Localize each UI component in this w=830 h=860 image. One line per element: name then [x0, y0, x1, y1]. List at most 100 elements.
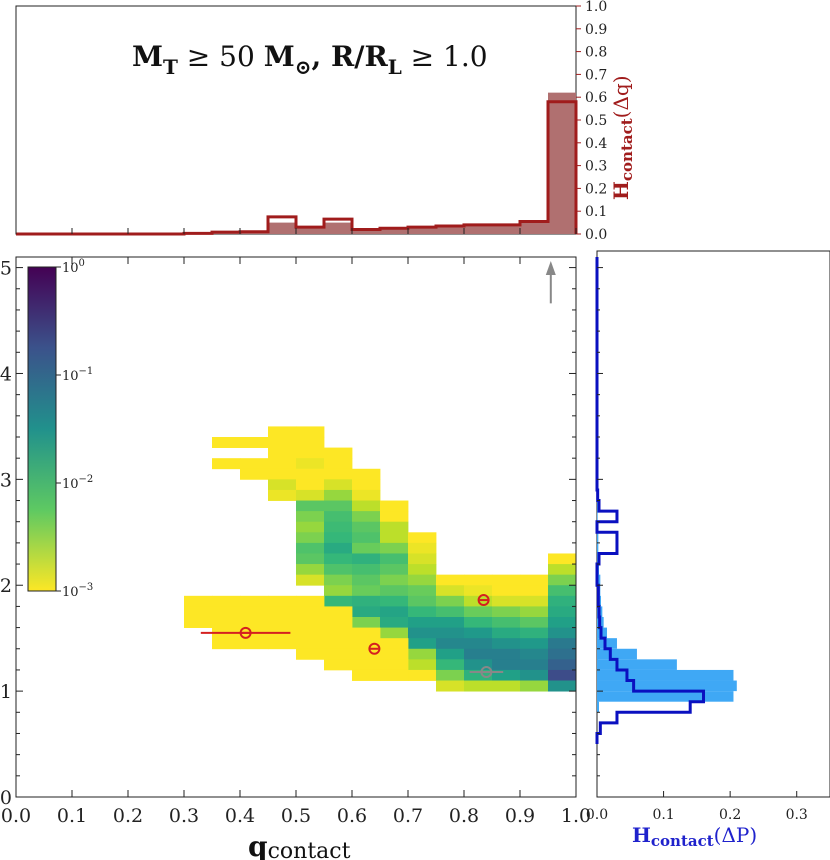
heatmap-cell [296, 532, 325, 544]
top-hist-bar [352, 228, 380, 234]
top-y-tick-label: 0.1 [585, 204, 607, 220]
heatmap-cell [296, 542, 325, 554]
heatmap-cell [380, 585, 409, 597]
right-hist-bar [597, 542, 599, 554]
heatmap-cell [352, 627, 381, 639]
heatmap-cell [324, 489, 353, 501]
heatmap-cell [352, 521, 381, 533]
top-hist-bar [296, 227, 324, 234]
y-tick-label: 1 [0, 681, 12, 703]
heatmap-cell [352, 489, 381, 501]
y-tick-label: 0 [0, 787, 12, 809]
heatmap-cell [408, 574, 437, 586]
heatmap-cell [268, 606, 297, 618]
heatmap-cell [352, 574, 381, 586]
x-tick-label: 1.0 [561, 805, 591, 827]
top-hist-bar [464, 223, 492, 234]
heatmap-cell [324, 638, 353, 650]
heatmap-cell [240, 458, 269, 470]
heatmap-cell [324, 542, 353, 554]
heatmap-cell [324, 627, 353, 639]
x-tick-label: 0.4 [225, 805, 255, 827]
heatmap-cell [184, 606, 213, 618]
x-tick-label: 0.3 [169, 805, 199, 827]
right-x-tick-label: 0.0 [586, 807, 608, 823]
right-hist-bars [595, 257, 737, 745]
top-hist-bar [380, 227, 408, 234]
heatmap-cell [324, 447, 353, 459]
heatmap-cell [324, 511, 353, 523]
colorbar-tick-label: 10−2 [62, 474, 93, 492]
heatmap-cell [296, 606, 325, 618]
heatmap-cell [548, 648, 577, 660]
heatmap-cell [408, 659, 437, 671]
data-marker [368, 642, 381, 655]
right-hist-bar [597, 638, 617, 649]
top-hist-bars [16, 92, 578, 236]
top-hist-bar [408, 226, 436, 234]
heatmap-cell [380, 638, 409, 650]
x-tick-label: 0.5 [281, 805, 311, 827]
heatmap-cell [408, 648, 437, 660]
heatmap-cell [352, 542, 381, 554]
heatmap-cell [324, 606, 353, 618]
top-hist-y-ticks: 1.0 0.9 0.8 0.7 0.6 0.5 0.4 0.3 0.2 0.1 0.0 [576, 0, 607, 243]
heatmap-cell [464, 585, 493, 597]
heatmap-cell [380, 553, 409, 565]
heatmap-cell [464, 669, 493, 681]
heatmap-cell [240, 437, 269, 448]
y-tick-label: 2 [0, 575, 12, 597]
heatmap-cell [324, 564, 353, 576]
heatmap-cell [240, 606, 269, 618]
x-tick-label: 0.1 [57, 805, 87, 827]
heatmap-cell [324, 574, 353, 586]
heatmap-cell [548, 638, 577, 650]
heatmap-cell [268, 617, 297, 628]
heatmap-cell [324, 479, 353, 491]
heatmap-cell [296, 617, 325, 628]
right-hist-bar [597, 659, 677, 670]
top-y-tick-label: 0.3 [585, 159, 607, 175]
top-y-tick-label: 0.0 [585, 227, 607, 243]
heatmap-cell [268, 638, 297, 650]
heatmap-cell [380, 511, 409, 523]
arrow-layer [545, 261, 556, 304]
heatmap-cell [492, 648, 521, 660]
heatmap-cell [380, 659, 409, 671]
heatmap-cell [520, 595, 549, 607]
heatmap-cell [324, 648, 353, 660]
heatmap-cell [492, 606, 521, 618]
data-marker [477, 594, 490, 607]
heatmap-cell [464, 680, 493, 692]
heatmap-cell [268, 437, 297, 448]
top-y-tick-label: 0.4 [585, 136, 607, 152]
heatmap-cell [436, 680, 465, 692]
heatmap-cell [408, 542, 437, 554]
heatmap-cell [492, 617, 521, 628]
right-hist-ticks: 0.0 0.1 0.2 0.3 [586, 267, 808, 823]
right-hist-bar [597, 648, 637, 660]
heatmap-cell [436, 669, 465, 681]
heatmap-cell [296, 574, 325, 586]
heatmap-cell [492, 638, 521, 650]
heatmap-cell [352, 564, 381, 576]
heatmap-cell [324, 532, 353, 544]
heatmap-cell [296, 458, 325, 470]
right-x-tick-label: 0.2 [719, 807, 741, 823]
heatmap-cell [296, 638, 325, 650]
right-hist-bar [597, 500, 598, 512]
heatmap-cell [548, 553, 577, 565]
heatmap-cell [436, 659, 465, 671]
top-hist-bar [548, 92, 576, 234]
heatmap-cell [324, 659, 353, 671]
heatmap-cell [352, 606, 381, 618]
top-hist-bar [324, 222, 352, 234]
colorbar-tick-label: 10−3 [62, 582, 93, 600]
heatmap-cell [296, 500, 325, 512]
top-y-tick-label: 0.2 [585, 181, 607, 197]
data-marker [480, 666, 493, 679]
x-tick-label: 0.6 [337, 805, 367, 827]
heatmap-cell [324, 595, 353, 607]
heatmap-cell [296, 479, 325, 491]
